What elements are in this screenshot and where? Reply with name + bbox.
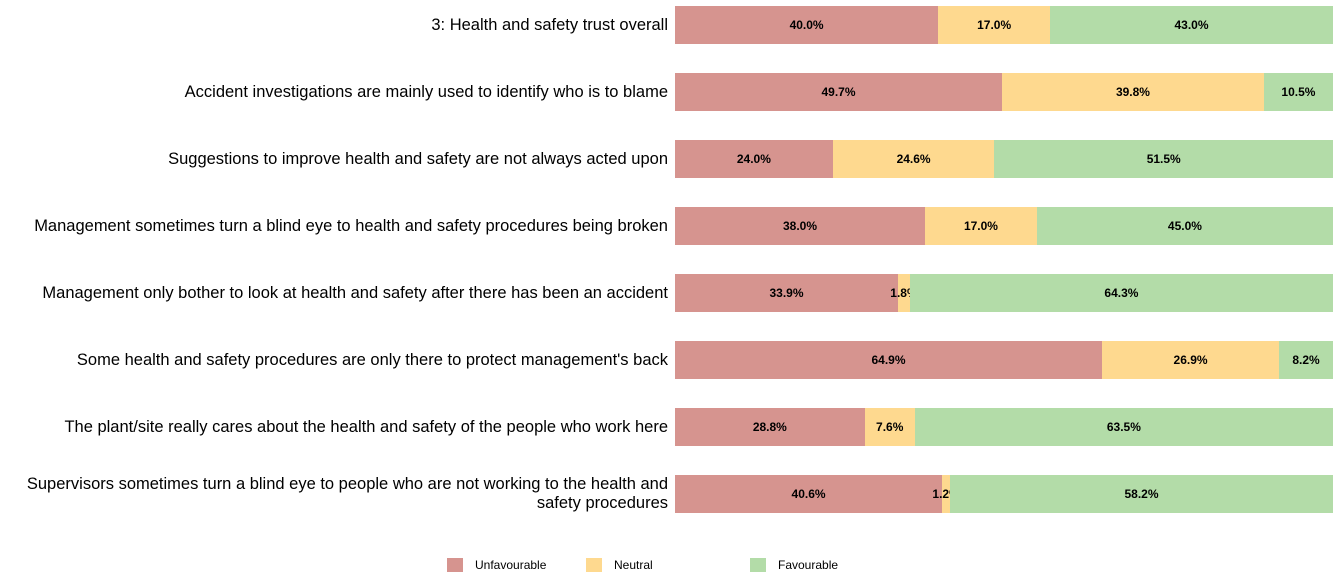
bar-segment: 43.0% <box>1050 6 1333 44</box>
data-label: 10.5% <box>1281 85 1316 99</box>
legend-label: Unfavourable <box>475 558 547 572</box>
data-label: 45.0% <box>1167 219 1202 233</box>
bar-segment: 40.6% <box>675 475 943 513</box>
data-label: 24.6% <box>896 152 931 166</box>
bar-segment: 58.2% <box>950 475 1333 513</box>
data-label: 7.6% <box>876 420 904 434</box>
bar-segment: 1.8% <box>890 274 918 312</box>
data-label: 8.2% <box>1292 353 1320 367</box>
category-label: 3: Health and safety trust overall <box>431 15 668 34</box>
data-label: 24.0% <box>736 152 771 166</box>
category-label: Management only bother to look at health… <box>42 283 668 302</box>
category-label: Suggestions to improve health and safety… <box>168 149 668 168</box>
bar-segment: 64.9% <box>675 341 1103 379</box>
category-label: Management sometimes turn a blind eye to… <box>34 216 668 235</box>
category-label: Supervisors sometimes turn a blind eye t… <box>26 475 668 512</box>
bar-segment: 51.5% <box>994 140 1333 178</box>
bar-segment: 28.8% <box>675 408 865 446</box>
data-label: 39.8% <box>1115 85 1150 99</box>
bar-segment: 24.0% <box>675 140 833 178</box>
data-label: 63.5% <box>1106 420 1141 434</box>
bar-segment: 26.9% <box>1102 341 1280 379</box>
data-label: 64.9% <box>871 353 906 367</box>
legend-item: Favourable <box>750 558 838 572</box>
data-label: 38.0% <box>783 219 818 233</box>
bar-segment: 39.8% <box>1002 73 1264 111</box>
bar-segment: 10.5% <box>1263 73 1333 111</box>
legend-swatch <box>586 558 602 572</box>
bar-segment: 33.9% <box>675 274 899 312</box>
bar-segment: 63.5% <box>914 408 1333 446</box>
category-label: Accident investigations are mainly used … <box>184 82 668 101</box>
bar-segment: 24.6% <box>832 140 995 178</box>
data-label: 51.5% <box>1146 152 1181 166</box>
data-label: 33.9% <box>769 286 804 300</box>
data-label: 17.0% <box>977 18 1012 32</box>
bar-segment: 45.0% <box>1036 207 1333 245</box>
data-label: 17.0% <box>963 219 998 233</box>
legend-label: Favourable <box>778 558 839 572</box>
bar-segment: 7.6% <box>864 408 915 446</box>
data-label: 49.7% <box>821 85 856 99</box>
bar-segment: 17.0% <box>925 207 1037 245</box>
data-label: 26.9% <box>1173 353 1208 367</box>
data-label: 64.3% <box>1104 286 1139 300</box>
bar-segment: 1.2% <box>932 475 960 513</box>
data-label: 28.8% <box>752 420 787 434</box>
bar-segment: 64.3% <box>909 274 1333 312</box>
legend-item: Neutral <box>586 558 653 572</box>
legend-label: Neutral <box>614 558 653 572</box>
bar-segment: 40.0% <box>675 6 939 44</box>
category-label: Some health and safety procedures are on… <box>76 350 668 369</box>
category-label: The plant/site really cares about the he… <box>64 417 668 436</box>
bar-segment: 8.2% <box>1279 341 1333 379</box>
data-label: 40.6% <box>791 487 826 501</box>
legend-item: Unfavourable <box>447 558 546 572</box>
legend-swatch <box>447 558 463 572</box>
legend-swatch <box>750 558 766 572</box>
data-label: 58.2% <box>1124 487 1159 501</box>
data-label: 43.0% <box>1174 18 1209 32</box>
bar-segment: 17.0% <box>938 6 1051 44</box>
data-label: 40.0% <box>789 18 824 32</box>
bar-segment: 49.7% <box>675 73 1003 111</box>
bar-segment: 38.0% <box>675 207 926 245</box>
